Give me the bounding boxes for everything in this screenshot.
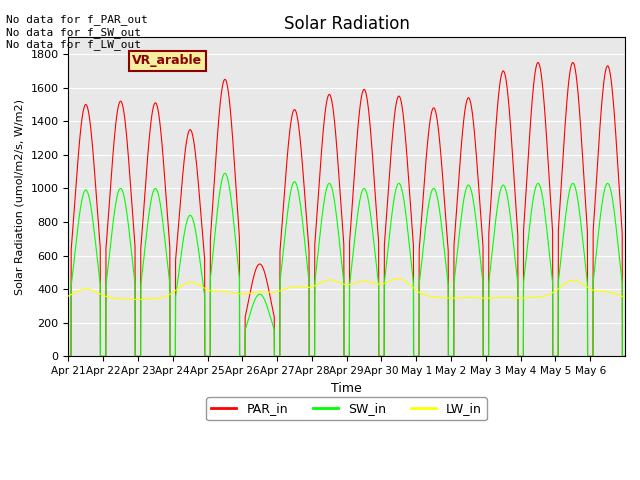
X-axis label: Time: Time: [332, 382, 362, 395]
Legend: PAR_in, SW_in, LW_in: PAR_in, SW_in, LW_in: [207, 397, 487, 420]
Text: No data for f_PAR_out
No data for f_SW_out
No data for f_LW_out: No data for f_PAR_out No data for f_SW_o…: [6, 14, 148, 50]
Title: Solar Radiation: Solar Radiation: [284, 15, 410, 33]
Text: VR_arable: VR_arable: [132, 54, 202, 68]
Y-axis label: Solar Radiation (umol/m2/s, W/m2): Solar Radiation (umol/m2/s, W/m2): [15, 99, 25, 295]
